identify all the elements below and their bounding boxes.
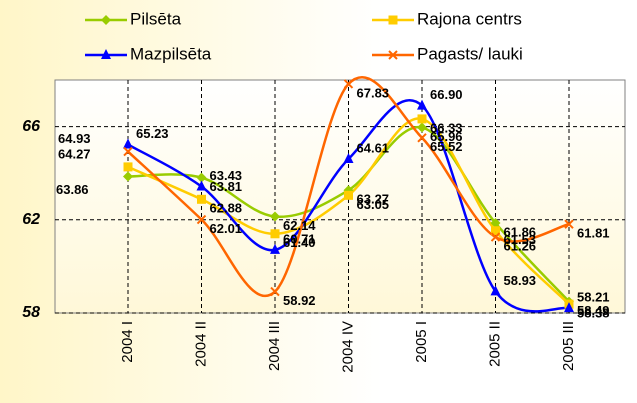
marker	[101, 15, 111, 25]
marker	[490, 232, 501, 242]
marker	[490, 285, 501, 296]
legend-label: Rajona centrs	[417, 9, 522, 28]
data-label: 64.93	[58, 131, 91, 146]
marker	[123, 138, 133, 149]
data-label: 58.21	[577, 290, 610, 305]
data-label: 58.92	[283, 293, 316, 308]
marker	[417, 114, 427, 124]
data-label: 58.49	[577, 303, 610, 318]
data-label: 58.93	[504, 273, 537, 288]
data-label: 63.86	[56, 182, 89, 197]
legend-label: Pilsēta	[130, 9, 182, 28]
x-tick-label: 2004 III	[266, 321, 283, 371]
y-tick-label: 62	[22, 211, 40, 228]
marker	[101, 49, 111, 59]
marker	[270, 243, 280, 254]
marker	[270, 229, 280, 239]
data-label: 66.90	[430, 87, 463, 102]
data-label: 63.81	[210, 179, 243, 194]
marker	[270, 211, 280, 222]
marker	[564, 219, 574, 229]
data-label: 65.23	[136, 126, 169, 141]
data-label: 60.71	[283, 231, 316, 246]
marker	[388, 50, 398, 60]
legend-label: Mazpilsēta	[130, 44, 212, 63]
data-label: 65.96	[430, 129, 463, 144]
data-label: 63.05	[357, 197, 390, 212]
marker	[123, 171, 133, 182]
data-label: 64.61	[357, 140, 390, 155]
data-label: 61.26	[504, 238, 537, 253]
data-label: 62.88	[210, 201, 243, 216]
marker	[123, 146, 133, 157]
marker	[417, 122, 427, 133]
marker	[388, 15, 398, 25]
data-label: 66.33	[430, 120, 463, 135]
marker	[343, 79, 354, 89]
data-label: 61.81	[577, 226, 610, 241]
marker	[343, 152, 354, 163]
x-tick-label: 2004 IV	[339, 321, 356, 373]
data-label: 61.40	[283, 235, 316, 250]
x-tick-label: 2005 III	[560, 321, 577, 371]
data-label: 58.38	[577, 306, 610, 321]
marker	[196, 180, 207, 191]
y-tick-label: 58	[22, 304, 40, 321]
data-label: 62.14	[283, 218, 316, 233]
x-tick-label: 2005 I	[413, 321, 430, 363]
data-label: 63.27	[357, 192, 390, 207]
data-label: 61.53	[504, 232, 537, 247]
marker	[270, 286, 280, 297]
marker	[564, 302, 574, 313]
marker	[196, 214, 207, 225]
data-label: 63.43	[210, 168, 243, 183]
marker	[196, 172, 207, 183]
legend-label: Pagasts/ lauki	[417, 44, 523, 63]
marker	[197, 194, 206, 204]
data-label: 64.27	[58, 146, 91, 161]
x-tick-label: 2005 II	[486, 321, 503, 367]
data-label: 65.52	[430, 139, 463, 154]
x-tick-label: 2004 II	[192, 321, 209, 367]
data-label: 62.01	[210, 221, 243, 236]
marker	[417, 99, 427, 110]
marker	[344, 190, 353, 200]
marker	[490, 218, 501, 229]
marker	[491, 226, 500, 236]
data-label: 61.86	[504, 224, 537, 239]
x-tick-label: 2004 I	[119, 321, 136, 363]
y-tick-label: 66	[22, 118, 40, 135]
marker	[417, 133, 427, 143]
marker	[123, 162, 133, 172]
data-label: 67.83	[357, 85, 390, 100]
